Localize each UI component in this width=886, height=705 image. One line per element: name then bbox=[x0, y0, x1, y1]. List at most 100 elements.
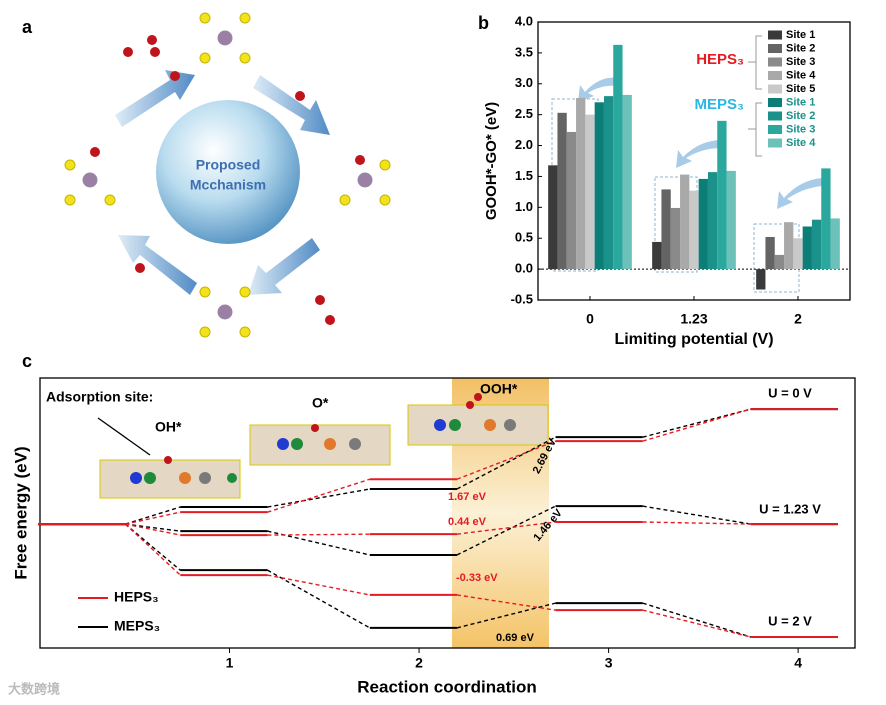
legend-label: Site 1 bbox=[786, 96, 815, 108]
y-tick-label: 0.5 bbox=[515, 230, 533, 245]
bar bbox=[821, 168, 831, 270]
bar bbox=[830, 218, 840, 270]
legend-label: Site 4 bbox=[786, 137, 816, 149]
bar bbox=[576, 97, 586, 270]
legend-label: Site 1 bbox=[786, 29, 815, 41]
y-axis-label: Free energy (eV) bbox=[11, 446, 30, 579]
x-tick-label: 1 bbox=[226, 655, 234, 671]
illustration bbox=[64, 12, 391, 338]
transition bbox=[125, 523, 181, 536]
legend-swatch bbox=[768, 71, 782, 80]
transition bbox=[642, 602, 751, 638]
y-tick-label: 4.0 bbox=[515, 13, 533, 28]
y-tick-label: 3.0 bbox=[515, 75, 533, 90]
annotation: OOH* bbox=[480, 381, 518, 397]
bar bbox=[613, 44, 623, 270]
transition bbox=[642, 521, 751, 525]
bar bbox=[707, 172, 718, 270]
transition bbox=[456, 436, 556, 490]
y-tick-label: 0.0 bbox=[515, 261, 533, 276]
transition bbox=[267, 569, 371, 629]
bar bbox=[756, 269, 766, 290]
legend-label: MEPS₃ bbox=[114, 618, 160, 634]
transition bbox=[456, 505, 556, 556]
legend bbox=[78, 597, 108, 628]
y-tick-label: -0.5 bbox=[511, 291, 533, 306]
panel-label: b bbox=[478, 13, 489, 33]
y-axis-label: GOOH*-GO* (eV) bbox=[483, 102, 500, 220]
legend-label: HEPS₃ bbox=[114, 589, 159, 605]
y-tick-label: 2.5 bbox=[515, 106, 533, 121]
potential-label: U = 2 V bbox=[768, 613, 812, 628]
annotation: OH* bbox=[155, 419, 182, 435]
x-tick-label: 0 bbox=[586, 311, 594, 327]
transition bbox=[456, 594, 556, 611]
annotation: 0.69 eV bbox=[496, 632, 535, 644]
annotation: 0.44 eV bbox=[448, 516, 487, 528]
legend-label: Site 3 bbox=[786, 56, 815, 68]
legend-label: Site 5 bbox=[786, 83, 815, 95]
transition bbox=[642, 505, 751, 525]
x-tick-label: 2 bbox=[415, 655, 423, 671]
legend-label: Site 4 bbox=[786, 69, 816, 81]
x-axis-label: Reaction coordination bbox=[357, 677, 536, 696]
potential-label: U = 1.23 V bbox=[759, 501, 821, 516]
x-tick-label: 2 bbox=[794, 311, 802, 327]
annotation: O* bbox=[312, 395, 329, 411]
bar bbox=[566, 131, 577, 270]
transition bbox=[267, 488, 370, 508]
transition bbox=[125, 511, 181, 525]
transition bbox=[642, 408, 751, 438]
transition bbox=[124, 523, 181, 576]
bar bbox=[689, 190, 699, 270]
bar bbox=[603, 96, 614, 270]
legend-label: Site 3 bbox=[786, 123, 815, 135]
bar bbox=[670, 207, 681, 270]
x-tick-label: 3 bbox=[605, 655, 613, 671]
legend-swatch bbox=[768, 98, 782, 107]
transition bbox=[456, 602, 556, 629]
x-tick-label: 1.23 bbox=[680, 311, 707, 327]
transition bbox=[642, 609, 751, 638]
group-label: HEPS₃ bbox=[696, 51, 744, 68]
y-tick-label: 2.0 bbox=[515, 137, 533, 152]
legend-swatch bbox=[768, 111, 782, 121]
bar bbox=[661, 189, 671, 270]
transition bbox=[125, 506, 181, 525]
arrow bbox=[578, 77, 822, 209]
bar bbox=[622, 94, 632, 270]
y-tick-label: 1.0 bbox=[515, 199, 533, 214]
bar bbox=[774, 254, 785, 270]
bar bbox=[765, 236, 775, 270]
bar bbox=[652, 241, 662, 270]
legend-label: Site 2 bbox=[786, 110, 815, 122]
transition bbox=[456, 521, 556, 535]
transition bbox=[456, 440, 556, 480]
illustration-label: Mcchanism bbox=[190, 177, 266, 193]
structure-inset bbox=[97, 393, 549, 499]
y-tick-label: 3.5 bbox=[515, 44, 533, 59]
bar bbox=[548, 165, 558, 270]
transition bbox=[124, 523, 181, 571]
bar bbox=[811, 219, 822, 270]
panel-label: a bbox=[22, 17, 33, 37]
transition bbox=[267, 478, 371, 513]
bar bbox=[802, 226, 812, 270]
annotation: Adsorption site: bbox=[46, 389, 153, 405]
bracket bbox=[748, 35, 762, 157]
bar bbox=[680, 174, 690, 270]
annotation: 1.67 eV bbox=[448, 491, 487, 503]
legend-swatch bbox=[768, 57, 782, 67]
x-axis-label: Limiting potential (V) bbox=[614, 331, 773, 348]
bar bbox=[594, 102, 604, 270]
plot-frame bbox=[39, 377, 856, 649]
legend-swatch bbox=[768, 84, 782, 94]
watermark: 大数跨境 bbox=[8, 681, 60, 696]
legend-label: Site 2 bbox=[786, 42, 815, 54]
y-tick-label: 1.5 bbox=[515, 168, 533, 183]
potential-label: U = 0 V bbox=[768, 385, 812, 400]
group-label: MEPS₃ bbox=[695, 96, 745, 113]
bar bbox=[726, 170, 736, 270]
annotation: -0.33 eV bbox=[456, 572, 498, 584]
